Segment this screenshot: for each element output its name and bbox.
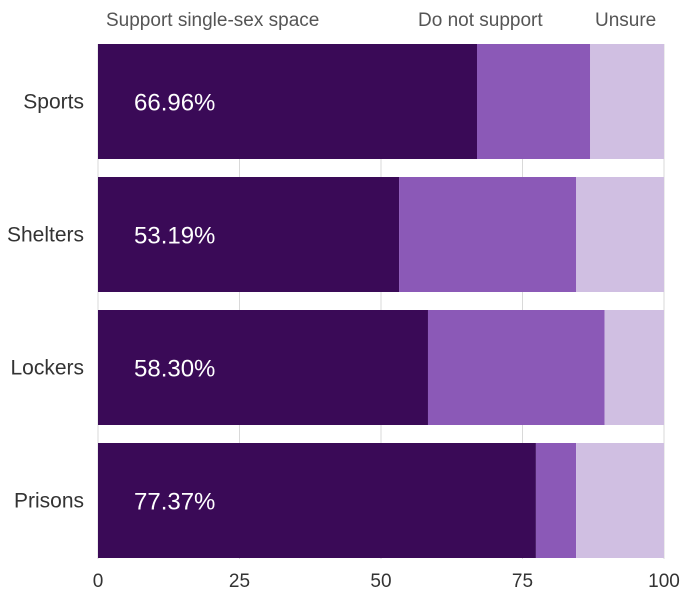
data-label: 66.96% (134, 90, 215, 117)
x-axis-ticks: 0 25 50 75 100 (93, 571, 680, 590)
bar-prisons-series-1 (98, 443, 536, 558)
bar-sports-series-2 (476, 44, 591, 159)
category-label: Lockers (10, 357, 84, 380)
bar-shelters-series-1 (98, 177, 400, 292)
bar-lockers-series-3 (604, 310, 664, 425)
category-label: Shelters (7, 224, 84, 247)
legend-item: Support single-sex space (106, 10, 319, 31)
x-tick-label: 0 (93, 571, 104, 590)
bar-prisons-series-3 (576, 443, 664, 558)
category-labels: Sports Shelters Lockers Prisons (7, 91, 84, 513)
data-label: 53.19% (134, 223, 215, 250)
legend: Support single-sex space Do not support Un… (106, 10, 656, 31)
bar-prisons-series-2 (535, 443, 577, 558)
bar-shelters-series-3 (576, 177, 664, 292)
legend-item: Unsure (595, 10, 656, 31)
x-tick-label: 50 (370, 571, 391, 590)
category-label: Prisons (14, 490, 84, 513)
x-tick-label: 100 (648, 571, 680, 590)
bar-sports-series-1 (98, 44, 477, 159)
category-label: Sports (23, 91, 84, 114)
bar-sports-series-3 (590, 44, 664, 159)
data-labels: 66.96% 53.19% 58.30% 77.37% (134, 90, 215, 516)
legend-item: Do not support (418, 10, 543, 31)
bar-lockers-series-2 (427, 310, 605, 425)
x-tick-label: 25 (229, 571, 250, 590)
x-tick-label: 75 (512, 571, 533, 590)
bar-lockers-series-1 (98, 310, 428, 425)
data-label: 58.30% (134, 356, 215, 383)
bar-shelters-series-2 (399, 177, 577, 292)
data-label: 77.37% (134, 489, 215, 516)
bars (98, 44, 664, 558)
